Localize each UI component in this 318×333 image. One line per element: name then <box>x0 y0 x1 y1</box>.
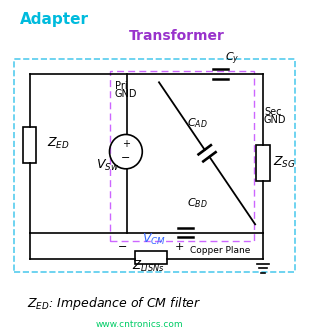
Text: $C_{AD}$: $C_{AD}$ <box>187 116 208 130</box>
Bar <box>256 145 270 181</box>
Text: +: + <box>122 140 130 150</box>
Text: $C_{BD}$: $C_{BD}$ <box>187 196 207 210</box>
Text: $Z_{ED}$: Impedance of CM filter: $Z_{ED}$: Impedance of CM filter <box>27 295 201 312</box>
Text: −: − <box>117 242 127 252</box>
Text: Adapter: Adapter <box>20 12 89 27</box>
Text: Transformer: Transformer <box>129 29 225 43</box>
Text: www.cntronics.com: www.cntronics.com <box>96 320 183 329</box>
Bar <box>135 251 167 264</box>
Text: GND: GND <box>264 115 287 125</box>
Text: Sec: Sec <box>265 107 282 117</box>
Text: +: + <box>175 242 184 252</box>
Text: $Z_{LISNs}$: $Z_{LISNs}$ <box>132 259 165 274</box>
Text: $Z_{ED}$: $Z_{ED}$ <box>47 136 70 151</box>
Bar <box>23 127 36 163</box>
Text: Copper Plane: Copper Plane <box>190 246 250 255</box>
Text: $C_y$: $C_y$ <box>225 51 240 67</box>
Text: GND: GND <box>114 89 137 99</box>
Text: Pri: Pri <box>115 81 128 91</box>
Text: $Z_{SG}$: $Z_{SG}$ <box>273 155 296 170</box>
Text: $V_{CM}$: $V_{CM}$ <box>142 232 166 247</box>
Text: −: − <box>121 153 131 163</box>
Text: $V_{Sw}$: $V_{Sw}$ <box>96 158 119 173</box>
